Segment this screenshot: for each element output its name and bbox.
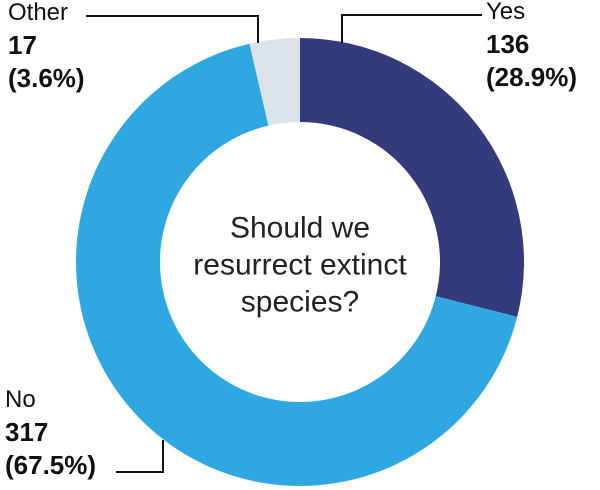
donut-segment-no — [75, 43, 518, 487]
callout-no: No 317 (67.5%) — [5, 384, 96, 482]
callout-yes: Yes 136 (28.9%) — [486, 0, 577, 94]
value-yes: 136 — [486, 29, 530, 59]
donut-segment-yes — [300, 38, 524, 317]
percent-yes: (28.9%) — [486, 62, 578, 92]
center-question-line-3: species? — [240, 285, 360, 319]
leader-line-no — [116, 440, 164, 473]
donut-center-question: Should we resurrect extinct species? — [193, 210, 406, 321]
value-no: 317 — [5, 417, 49, 447]
leader-line-other — [86, 15, 259, 43]
percent-other: (3.6%) — [8, 63, 85, 93]
category-label-yes: Yes — [486, 0, 526, 25]
center-question-line-2: resurrect extinct — [193, 248, 407, 282]
category-label-other: Other — [8, 0, 69, 26]
donut-segment-other — [249, 38, 300, 126]
category-label-no: No — [5, 386, 36, 413]
center-question-line-1: Should we — [229, 211, 371, 245]
percent-no: (67.5%) — [5, 450, 97, 480]
callout-other: Other 17 (3.6%) — [8, 0, 85, 95]
value-other: 17 — [8, 30, 37, 60]
leader-line-yes — [341, 14, 482, 43]
